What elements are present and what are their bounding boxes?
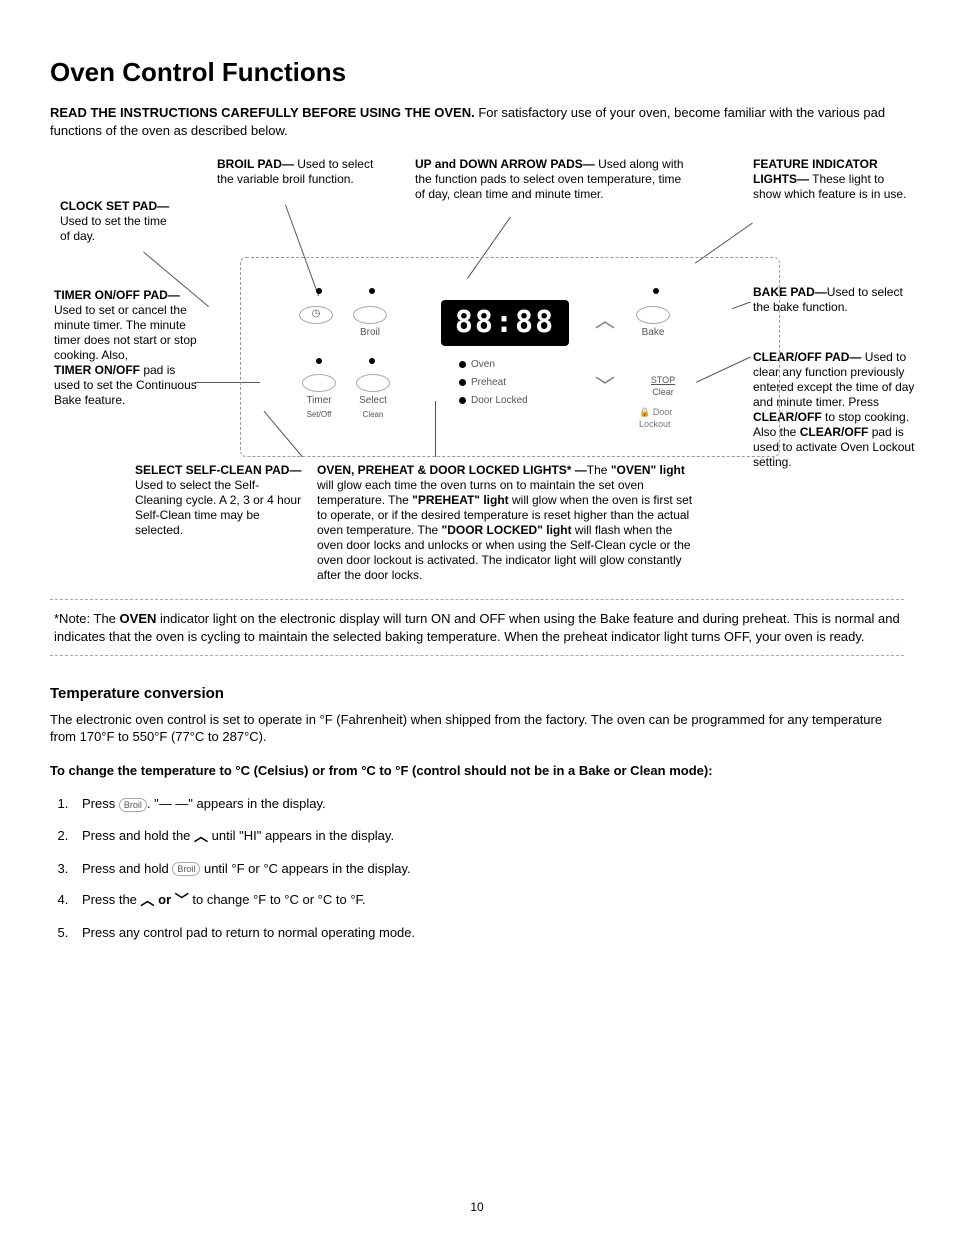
step-1: Press Broil. "— —" appears in the displa… [72, 795, 904, 813]
step-3: Press and hold Broil until °F or °C appe… [72, 860, 904, 878]
intro-lead: READ THE INSTRUCTIONS CAREFULLY BEFORE U… [50, 105, 475, 120]
temp-heading: Temperature conversion [50, 684, 904, 704]
callout-feature-lights: FEATURE INDICATOR LIGHTS— These light to… [753, 157, 913, 202]
up-caret-icon: ︿ [141, 892, 155, 908]
callout-indicator-lights: OVEN, PREHEAT & DOOR LOCKED LIGHTS* —The… [317, 463, 697, 583]
timer-pad: TimerSet/Off [299, 374, 339, 421]
callout-clock: CLOCK SET PAD— Used to set the time of d… [60, 199, 180, 244]
callout-broil: BROIL PAD— Used to select the variable b… [217, 157, 392, 187]
clock-pad: ◷ [299, 306, 333, 326]
preheat-indicator: Preheat [459, 376, 506, 390]
up-caret-icon: ︿ [194, 828, 208, 844]
select-clean-pad: SelectClean [353, 374, 393, 421]
callout-arrows: UP and DOWN ARROW PADS— Used along with … [415, 157, 685, 202]
step-4: Press the ︿ or ﹀ to change °F to °C or °… [72, 891, 904, 910]
feature-dot [369, 358, 375, 364]
temp-steps: Press Broil. "— —" appears in the displa… [72, 795, 904, 942]
feature-dot [369, 288, 375, 294]
oven-control-panel: ◷ Broil TimerSet/Off SelectClean 88:88 O… [240, 257, 780, 457]
feature-dot [316, 288, 322, 294]
feature-dot [653, 288, 659, 294]
stop-clear-pad: STOP Clear [646, 374, 680, 398]
oven-note: *Note: The OVEN indicator light on the e… [50, 599, 904, 656]
page-title: Oven Control Functions [50, 55, 904, 90]
step-2: Press and hold the ︿ until "HI" appears … [72, 827, 904, 846]
callout-timer: TIMER ON/OFF PAD— Used to set or cancel … [54, 288, 204, 408]
bake-pad: Bake [636, 306, 670, 340]
down-caret-icon: ﹀ [175, 892, 189, 908]
control-diagram: BROIL PAD— Used to select the variable b… [50, 157, 904, 587]
door-lockout-icon: 🔒 Door Lockout [639, 406, 672, 430]
down-arrow-pad: ﹀ [593, 374, 617, 398]
temperature-conversion-section: Temperature conversion The electronic ov… [50, 684, 904, 942]
callout-self-clean: SELECT SELF-CLEAN PAD— Used to select th… [135, 463, 305, 538]
page-number: 10 [0, 1199, 954, 1215]
intro-paragraph: READ THE INSTRUCTIONS CAREFULLY BEFORE U… [50, 104, 904, 139]
broil-button-icon: Broil [119, 798, 147, 812]
broil-button-icon: Broil [172, 862, 200, 876]
door-locked-indicator: Door Locked [459, 394, 528, 408]
up-arrow-pad: ︿ [593, 308, 617, 332]
feature-dot [316, 358, 322, 364]
digital-display: 88:88 [441, 300, 569, 346]
step-5: Press any control pad to return to norma… [72, 924, 904, 942]
oven-indicator: Oven [459, 358, 495, 372]
temp-subhead: To change the temperature to °C (Celsius… [50, 762, 904, 780]
broil-pad: Broil [353, 306, 387, 340]
temp-paragraph: The electronic oven control is set to op… [50, 711, 904, 746]
